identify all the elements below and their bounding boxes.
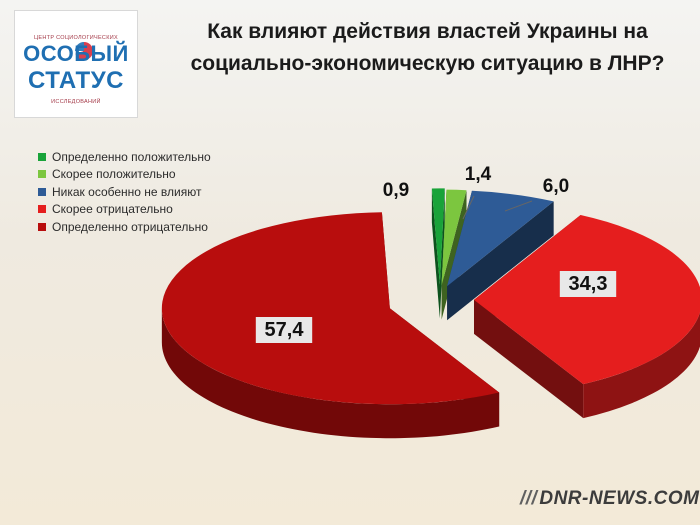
pie-slice: [431, 188, 445, 319]
data-label-box: [255, 317, 313, 343]
legend-item: Определенно отрицательно: [38, 218, 211, 236]
legend-swatch: [38, 187, 46, 196]
logo-bottom-text: исследований: [51, 99, 101, 105]
legend-label: Скорее положительно: [52, 167, 176, 182]
chart-title: Как влияют действия властей Украины на с…: [190, 20, 665, 75]
legend-swatch: [38, 205, 46, 214]
pie-slice: [161, 212, 500, 439]
data-label: 34,3: [569, 273, 608, 295]
legend-swatch: [38, 222, 46, 231]
legend-item: Определенно положительно: [38, 148, 211, 166]
watermark-text: DNR-NEWS.COM: [539, 488, 700, 509]
legend-swatch: [38, 170, 46, 179]
logo-pie-icon: [75, 42, 93, 60]
legend-label: Никак особенно не влияют: [52, 184, 202, 199]
legend-label: Определенно положительно: [52, 149, 211, 164]
leader-line: [462, 195, 475, 220]
logo: центр социологических ОСОБЫЙ СТАТУС иссл…: [14, 10, 138, 118]
leader-line: [504, 200, 533, 212]
watermark: ///DNR-NEWS.COM: [520, 488, 700, 509]
data-label: 0,9: [383, 180, 409, 201]
data-label-box: [559, 271, 617, 297]
legend-label: Скорее отрицательно: [52, 202, 173, 217]
legend-item: Скорее отрицательно: [38, 201, 211, 219]
chart-legend: Определенно положительно Скорее положите…: [38, 148, 211, 236]
legend-item: Скорее положительно: [38, 166, 211, 184]
pie-slice: [447, 190, 554, 321]
logo-top-text: центр социологических: [34, 35, 118, 41]
logo-line-2: СТАТУС: [28, 67, 124, 94]
logo-line-1: ОСОБЫЙ: [23, 41, 129, 66]
legend-swatch: [38, 152, 46, 161]
legend-label: Определенно отрицательно: [52, 219, 208, 234]
legend-item: Никак особенно не влияют: [38, 183, 211, 201]
data-label: 1,4: [465, 164, 492, 185]
data-label: 6,0: [543, 176, 569, 197]
pie-slice: [473, 215, 700, 419]
data-label: 57,4: [265, 319, 305, 341]
